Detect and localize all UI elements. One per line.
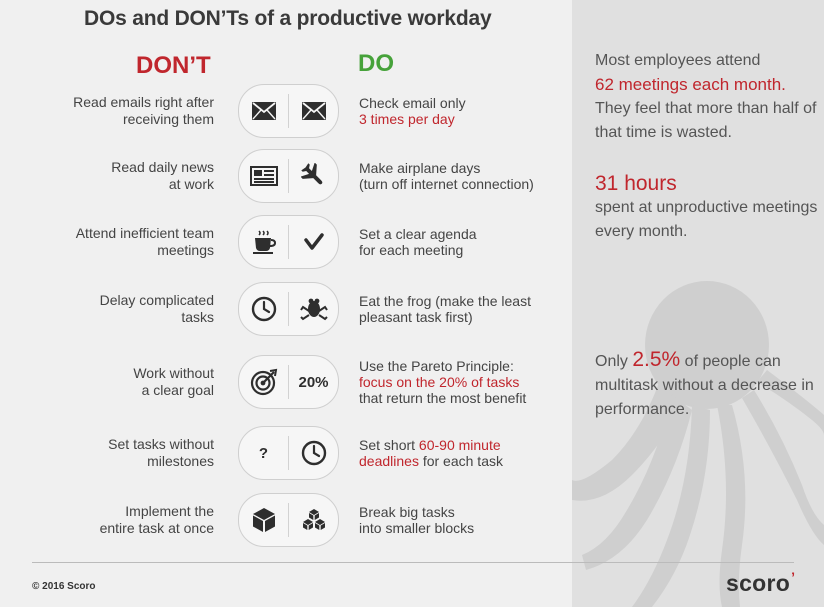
list-item: Set tasks without milestones ? Set short… — [0, 426, 572, 480]
dont-item: Read daily news at work — [111, 159, 214, 192]
stats-panel — [572, 0, 824, 607]
hours-fact: 31 hours spent at unproductive meetings … — [595, 172, 818, 240]
dont-column-header: DON’T — [136, 52, 211, 79]
icon-pill — [238, 215, 339, 269]
do-item: Set short 60-90 minute deadlines for eac… — [359, 437, 503, 469]
checkmark-icon — [289, 216, 338, 268]
do-item: Break big tasks into smaller blocks — [359, 504, 475, 536]
icon-pill: ? — [238, 426, 339, 480]
meetings-fact: Most employees attend 62 meetings each m… — [595, 52, 817, 141]
dont-item: Work without a clear goal — [133, 365, 214, 398]
do-item: Eat the frog (make the least pleasant ta… — [359, 293, 531, 325]
dont-item: Set tasks without milestones — [108, 436, 214, 469]
frog-icon — [289, 283, 338, 335]
scoro-logo: scoro’ — [726, 569, 796, 596]
pill-divider — [288, 292, 289, 326]
do-item: Make airplane days (turn off internet co… — [359, 160, 534, 192]
list-item: Delay complicated tasks Eat the frog (ma… — [0, 282, 572, 336]
airplane-icon — [289, 150, 338, 202]
copyright-text: © 2016 Scoro — [32, 581, 96, 592]
pareto-percent-label: 20% — [298, 373, 329, 391]
target-icon — [239, 356, 288, 408]
do-column-header: DO — [358, 50, 394, 77]
icon-pill — [238, 149, 339, 203]
clock-icon — [289, 427, 338, 479]
dont-item: Attend inefficient team meetings — [75, 225, 214, 258]
pill-divider — [288, 94, 289, 128]
clock-icon — [239, 283, 288, 335]
page-title: DOs and DON’Ts of a productive workday — [84, 7, 492, 30]
do-item: Use the Pareto Principle: focus on the 2… — [359, 358, 527, 406]
octopus-illustration — [572, 281, 824, 607]
icon-pill — [238, 84, 339, 138]
envelope-icon — [289, 85, 338, 137]
question-mark-icon: ? — [258, 444, 269, 462]
list-item: Read emails right after receiving them C… — [0, 84, 572, 138]
stacked-cubes-icon — [289, 494, 338, 546]
do-item: Check email only 3 times per day — [359, 95, 466, 127]
list-item: Implement the entire task at once Break … — [0, 493, 572, 547]
newspaper-icon — [239, 150, 288, 202]
coffee-cup-icon — [239, 216, 288, 268]
multitask-fact: Only 2.5% of people can multitask withou… — [595, 348, 814, 418]
icon-pill: 20% — [238, 355, 339, 409]
do-item: Set a clear agenda for each meeting — [359, 226, 477, 258]
envelope-icon — [239, 85, 288, 137]
pill-divider — [288, 225, 289, 259]
footer-divider — [32, 562, 794, 563]
icon-pill — [238, 282, 339, 336]
pill-divider — [288, 436, 289, 470]
list-item: Work without a clear goal 20% Use the Pa… — [0, 355, 572, 409]
cube-icon — [239, 494, 288, 546]
icon-pill — [238, 493, 339, 547]
pill-divider — [288, 159, 289, 193]
pill-divider — [288, 503, 289, 537]
list-item: Read daily news at work Make airplane da… — [0, 149, 572, 203]
dont-item: Implement the entire task at once — [99, 503, 214, 536]
list-item: Attend inefficient team meetings Set a c… — [0, 215, 572, 269]
pill-divider — [288, 365, 289, 399]
dont-item: Delay complicated tasks — [99, 292, 214, 325]
dont-item: Read emails right after receiving them — [73, 94, 214, 127]
